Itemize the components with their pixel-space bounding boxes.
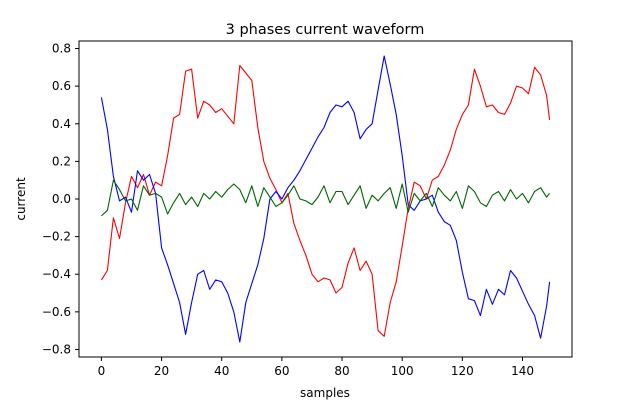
y-tick-label: −0.6 [42,305,71,319]
y-tick-label: 0.0 [52,192,71,206]
x-tick-label: 0 [98,364,106,378]
chart-title: 3 phases current waveform [226,22,425,38]
plot-frame [78,40,573,358]
y-axis: −0.8 −0.6 −0.4 −0.2 0.0 0.2 0.4 0.6 0.8 [42,42,79,356]
x-tick-label: 100 [391,364,414,378]
x-tick-label: 80 [334,364,349,378]
y-tick-label: 0.2 [52,154,71,168]
series-layer [100,55,551,343]
series-line-phase-red [100,64,551,337]
y-tick-label: −0.2 [42,230,71,244]
x-axis: 0 20 40 60 80 100 120 140 [98,357,534,378]
y-axis-label: current [14,177,28,221]
x-axis-label: samples [300,386,350,400]
series-line-phase-blue [100,55,551,343]
x-tick-label: 40 [214,364,229,378]
x-tick-label: 120 [451,364,474,378]
y-tick-label: −0.4 [42,267,71,281]
series-line-phase-green [101,179,551,217]
y-tick-label: 0.8 [52,42,71,56]
y-tick-label: 0.6 [52,79,71,93]
x-tick-label: 60 [274,364,289,378]
y-tick-label: 0.4 [52,117,71,131]
x-tick-label: 140 [511,364,534,378]
x-tick-label: 20 [154,364,169,378]
y-tick-label: −0.8 [42,342,71,356]
